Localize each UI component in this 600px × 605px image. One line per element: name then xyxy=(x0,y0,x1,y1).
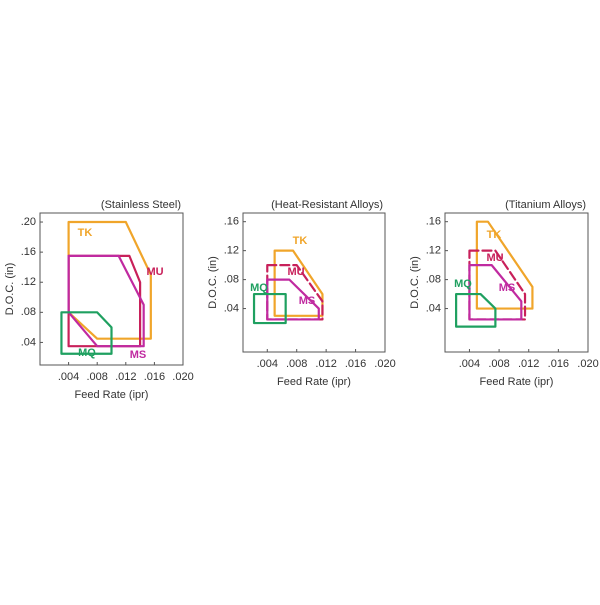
plot-frame xyxy=(39,212,184,366)
region-label: TK xyxy=(487,229,502,241)
region-label: MU xyxy=(486,252,503,264)
region-label: MQ xyxy=(250,282,268,294)
y-axis-label: D.O.C. (in) xyxy=(207,256,219,309)
region-label: MQ xyxy=(78,347,96,359)
x-axis-label: Feed Rate (ipr) xyxy=(277,376,351,388)
y-tick-label: .08 xyxy=(426,274,441,286)
region-outline xyxy=(252,292,287,325)
x-tick-label: .004 xyxy=(459,358,480,370)
y-axis-label: D.O.C. (in) xyxy=(4,263,16,316)
x-tick-label: .012 xyxy=(315,358,336,370)
y-tick-label: .08 xyxy=(21,306,36,318)
x-tick-label: .020 xyxy=(577,358,598,370)
x-tick-label: .008 xyxy=(86,371,107,383)
region-outline xyxy=(468,264,523,321)
x-axis-label: Feed Rate (ipr) xyxy=(75,389,149,401)
y-tick-label: .08 xyxy=(224,274,239,286)
region-label: MS xyxy=(130,349,147,361)
y-tick-label: .04 xyxy=(21,336,36,348)
x-tick-label: .016 xyxy=(345,358,366,370)
x-axis-label: Feed Rate (ipr) xyxy=(480,376,554,388)
x-tick-label: .008 xyxy=(488,358,509,370)
region-label: MQ xyxy=(454,278,472,290)
y-tick-label: .04 xyxy=(224,302,239,314)
x-tick-label: .012 xyxy=(115,371,136,383)
x-tick-label: .004 xyxy=(257,358,278,370)
x-tick-label: .020 xyxy=(374,358,395,370)
x-tick-label: .012 xyxy=(518,358,539,370)
panel-title: (Heat-Resistant Alloys) xyxy=(271,199,383,211)
y-tick-label: .16 xyxy=(224,216,239,228)
region-outline xyxy=(67,254,142,348)
region-label: TK xyxy=(293,235,308,247)
region-outline xyxy=(455,292,497,328)
x-tick-label: .008 xyxy=(286,358,307,370)
region-outline xyxy=(60,311,113,355)
x-tick-label: .016 xyxy=(548,358,569,370)
y-tick-label: .16 xyxy=(426,216,441,228)
region-label: TK xyxy=(78,227,93,239)
y-tick-label: .12 xyxy=(426,245,441,257)
x-tick-label: .004 xyxy=(58,371,79,383)
region-label: MU xyxy=(287,266,304,278)
region-outline xyxy=(67,254,145,348)
panel-title: (Titanium Alloys) xyxy=(505,199,586,211)
y-tick-label: .12 xyxy=(21,276,36,288)
x-tick-label: .016 xyxy=(144,371,165,383)
x-tick-label: .020 xyxy=(172,371,193,383)
region-label: MS xyxy=(299,295,316,307)
y-tick-label: .12 xyxy=(224,245,239,257)
plot-frame xyxy=(444,212,589,353)
plot-frame xyxy=(242,212,386,353)
region-label: MS xyxy=(499,282,516,294)
region-outline xyxy=(266,278,320,321)
y-tick-label: .20 xyxy=(21,216,36,228)
y-tick-label: .04 xyxy=(426,302,441,314)
y-tick-label: .16 xyxy=(21,246,36,258)
panel-title: (Stainless Steel) xyxy=(101,199,181,211)
y-axis-label: D.O.C. (in) xyxy=(409,256,421,309)
region-label: MU xyxy=(146,266,163,278)
